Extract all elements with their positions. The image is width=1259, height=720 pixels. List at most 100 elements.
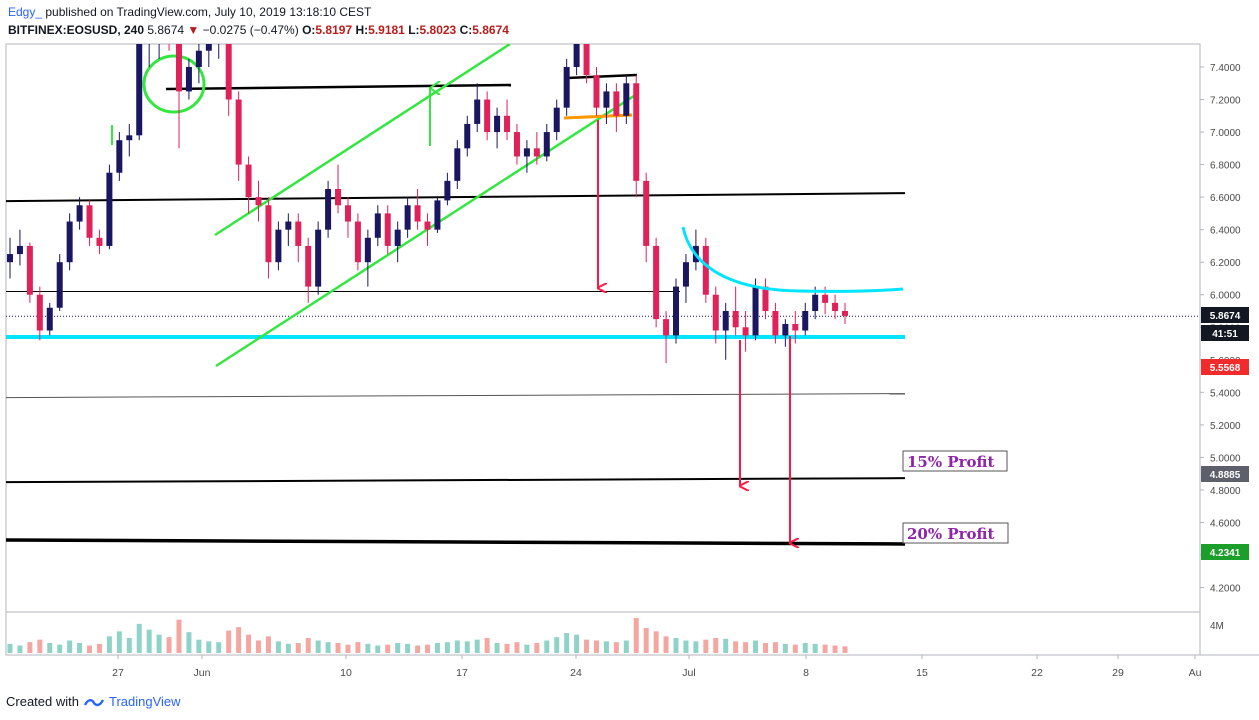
candle-body[interactable] [285, 221, 292, 230]
candle-body[interactable] [653, 245, 660, 320]
candle-body[interactable] [325, 189, 332, 230]
candle-body[interactable] [116, 140, 123, 173]
candle-body[interactable] [752, 286, 759, 336]
candle-body[interactable] [404, 205, 411, 230]
candle-body[interactable] [742, 327, 749, 336]
candle-body[interactable] [76, 205, 83, 222]
candle-body[interactable] [394, 229, 401, 246]
candle-body[interactable] [335, 189, 342, 206]
candle-body[interactable] [494, 115, 501, 133]
channel-upper-line[interactable] [214, 44, 511, 237]
candle-body[interactable] [792, 324, 799, 331]
candle-body[interactable] [782, 324, 789, 336]
candle-body[interactable] [543, 132, 550, 157]
candle-body[interactable] [205, 43, 212, 51]
candle-body[interactable] [832, 302, 839, 311]
candle-body[interactable] [86, 205, 93, 238]
cup-curve[interactable] [681, 226, 904, 293]
candle-body[interactable] [643, 180, 650, 246]
candle-body[interactable] [444, 180, 451, 201]
candle-body[interactable] [156, 18, 162, 34]
candle-body[interactable] [474, 99, 481, 124]
candle-body[interactable] [136, 43, 143, 136]
candle-body[interactable] [26, 245, 33, 295]
candle-body[interactable] [7, 254, 13, 263]
candle-body[interactable] [513, 132, 520, 157]
candle-body[interactable] [384, 213, 391, 246]
candle-body[interactable] [762, 286, 769, 311]
candle-body[interactable] [225, 34, 232, 100]
candle-body[interactable] [812, 294, 819, 311]
candle-body[interactable] [464, 123, 471, 149]
candle-body[interactable] [175, 43, 182, 92]
profit-20-box[interactable] [902, 522, 1009, 544]
candle-body[interactable] [46, 307, 53, 331]
candle-body[interactable] [106, 172, 113, 246]
candle-body[interactable] [344, 205, 351, 222]
candle-body[interactable] [712, 294, 719, 331]
candle-body[interactable] [583, 43, 590, 76]
channel-lower-line[interactable] [215, 92, 638, 368]
target-20-line[interactable] [6, 538, 906, 546]
candle-body[interactable] [216, 34, 222, 42]
candle-body[interactable] [454, 148, 461, 181]
candle-body[interactable] [245, 164, 252, 198]
candle-body[interactable] [434, 200, 441, 230]
candle-body[interactable] [613, 91, 620, 116]
candle-body[interactable] [315, 229, 322, 287]
lower-level-line[interactable] [6, 393, 906, 399]
tradingview-brand-link[interactable]: TradingView [108, 694, 181, 709]
candle-body[interactable] [265, 205, 272, 263]
candle-body[interactable] [772, 311, 779, 336]
candle-body[interactable] [126, 135, 133, 141]
candle-body[interactable] [842, 311, 848, 316]
candle-body[interactable] [16, 245, 23, 255]
top-circle[interactable] [142, 54, 206, 114]
candle-body[interactable] [553, 107, 560, 133]
candle-body[interactable] [802, 311, 809, 331]
candle-body[interactable] [166, 18, 172, 42]
author-name[interactable]: Edgy_ [8, 5, 43, 19]
candle-body[interactable] [702, 245, 709, 295]
candle-body[interactable] [305, 245, 312, 287]
candle-body[interactable] [235, 99, 242, 165]
candle-body[interactable] [36, 294, 43, 331]
candle-body[interactable] [146, 34, 152, 42]
resistance-line[interactable] [6, 192, 906, 203]
candle-body[interactable] [822, 294, 829, 303]
candle-body[interactable] [66, 221, 73, 263]
candle-body[interactable] [623, 83, 630, 116]
candle-body[interactable] [255, 197, 262, 206]
candle-body[interactable] [354, 221, 361, 263]
plot-area[interactable] [5, 43, 1201, 613]
candle-body[interactable] [364, 237, 371, 263]
candle-body[interactable] [722, 311, 729, 331]
candle-body[interactable] [414, 205, 421, 222]
candle-body[interactable] [275, 229, 282, 263]
profit-15-box[interactable] [902, 450, 1008, 472]
candle-body[interactable] [533, 148, 540, 157]
target-15-line[interactable] [6, 477, 906, 484]
candle-body[interactable] [663, 319, 670, 336]
orange-breakdown-line[interactable] [563, 113, 633, 120]
candle-body[interactable] [573, 43, 580, 67]
candle-body[interactable] [56, 262, 63, 308]
candle-body[interactable] [633, 83, 640, 181]
candle-body[interactable] [523, 148, 530, 157]
candle-body[interactable] [732, 311, 739, 328]
candle-body[interactable] [682, 262, 689, 287]
candlestick-series[interactable] [7, 2, 848, 364]
candle-body[interactable] [603, 91, 610, 108]
candle-body[interactable] [563, 67, 570, 108]
candle-body[interactable] [504, 115, 511, 133]
local-top-line[interactable] [566, 73, 638, 80]
candle-body[interactable] [673, 286, 680, 336]
candle-body[interactable] [185, 67, 192, 92]
candle-body[interactable] [195, 50, 202, 67]
candle-body[interactable] [374, 213, 381, 238]
candle-body[interactable] [295, 221, 302, 246]
candle-body[interactable] [96, 237, 103, 246]
top-resistance-line[interactable] [165, 83, 512, 91]
candle-body[interactable] [484, 99, 491, 133]
